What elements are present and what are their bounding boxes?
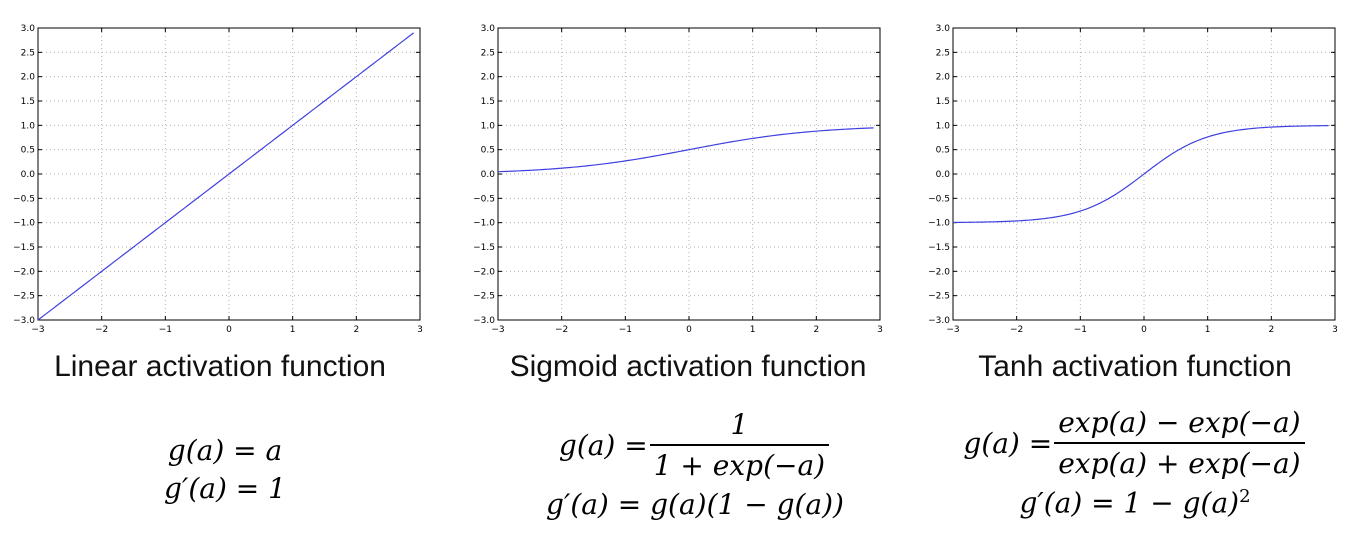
- x-tick-label: −2: [95, 325, 108, 335]
- tanh-g-prime-exponent: 2: [1239, 486, 1251, 507]
- x-tick-label: 3: [417, 325, 423, 335]
- x-tick-label: 1: [1205, 325, 1211, 335]
- linear-series-line: [37, 32, 414, 321]
- y-tick-label: 0.5: [21, 146, 35, 156]
- tanh-chart-svg: −3 −2 −1 0 1 2 3 3.0 2.5 2.0 1.5 1.0 0.5 0.0 −0.5 −1.0 −…: [928, 24, 1338, 335]
- sigmoid-denominator: 1 + exp(−a): [649, 444, 830, 482]
- y-tick-label: −2.5: [928, 292, 950, 302]
- tanh-g-prime: g′(a) = 1 − g(a)2: [945, 486, 1325, 519]
- linear-caption: Linear activation function: [54, 350, 386, 383]
- linear-chart-svg: −3 −2 −1 0 1 2 3 3.0 2.5 2.0 1.5 1.0 0.5 0.0 −0.5 −1.0 −…: [13, 24, 423, 335]
- y-tick-label: −2.5: [473, 292, 495, 302]
- y-tick-label: −1.0: [473, 219, 495, 229]
- x-tick-label: 1: [750, 325, 756, 335]
- y-tick-label: 3.0: [936, 24, 951, 34]
- x-tick-label: −1: [159, 325, 172, 335]
- y-tick-label: 0.0: [481, 170, 496, 180]
- x-tick-label: 1: [290, 325, 296, 335]
- y-tick-label: −1.0: [13, 219, 35, 229]
- sigmoid-fraction: 1 1 + exp(−a): [649, 408, 830, 482]
- x-tick-label: 3: [1332, 325, 1338, 335]
- linear-g-prime: g′(a) = 1: [164, 472, 286, 505]
- tanh-caption: Tanh activation function: [978, 350, 1292, 383]
- x-tick-label: 2: [353, 325, 359, 335]
- tanh-fraction: exp(a) − exp(−a) exp(a) + exp(−a): [1054, 406, 1305, 480]
- sigmoid-g: g(a) = 1 1 + exp(−a): [500, 408, 890, 482]
- x-tick-label: 0: [686, 325, 692, 335]
- tanh-g-prime-base: g′(a) = 1 − g(a): [1019, 486, 1240, 520]
- sigmoid-numerator: 1: [730, 408, 749, 441]
- x-tick-label: −3: [946, 325, 959, 335]
- y-tick-label: 0.5: [936, 146, 950, 156]
- y-tick-label: −0.5: [473, 194, 495, 204]
- y-tick-label: −1.5: [928, 243, 950, 253]
- x-tick-label: 2: [1268, 325, 1274, 335]
- y-tick-label: 0.0: [936, 170, 951, 180]
- x-tick-label: −1: [619, 325, 632, 335]
- y-tick-label: −2.5: [13, 292, 35, 302]
- linear-formula: g(a) = a g′(a) = 1: [100, 432, 350, 508]
- sigmoid-g-prime: g′(a) = g(a)(1 − g(a)): [546, 488, 844, 521]
- y-tick-label: −0.5: [13, 194, 35, 204]
- x-tick-label: −3: [31, 325, 44, 335]
- y-tick-label: −1.5: [473, 243, 495, 253]
- tanh-formula: g(a) = exp(a) − exp(−a) exp(a) + exp(−a)…: [945, 406, 1325, 519]
- y-tick-label: 2.5: [936, 48, 950, 58]
- y-tick-label: 0.0: [21, 170, 36, 180]
- y-tick-label: 1.5: [481, 97, 495, 107]
- y-tick-label: 2.5: [481, 48, 495, 58]
- sigmoid-chart-svg: −3 −2 −1 0 1 2 3 3.0 2.5 2.0 1.5 1.0 0.5 0.0 −0.5 −1.0 −…: [473, 24, 883, 335]
- y-tick-label: −3.0: [13, 316, 35, 326]
- y-tick-label: 2.0: [936, 73, 951, 83]
- y-tick-label: −1.5: [13, 243, 35, 253]
- y-tick-label: −3.0: [473, 316, 495, 326]
- x-tick-label: −2: [555, 325, 568, 335]
- linear-chart: −3 −2 −1 0 1 2 3 3.0 2.5 2.0 1.5 1.0 0.5 0.0 −0.5 −1.0 −…: [0, 18, 440, 338]
- x-tick-label: 3: [877, 325, 883, 335]
- x-tick-label: 0: [1141, 325, 1147, 335]
- y-tick-label: 3.0: [21, 24, 36, 34]
- y-tick-label: −2.0: [473, 267, 495, 277]
- x-tick-label: 0: [226, 325, 232, 335]
- y-tick-label: 2.5: [21, 48, 35, 58]
- sigmoid-formula: g(a) = 1 1 + exp(−a) g′(a) = g(a)(1 − g(…: [500, 408, 890, 521]
- tanh-g: g(a) = exp(a) − exp(−a) exp(a) + exp(−a): [945, 406, 1325, 480]
- y-tick-label: 1.5: [936, 97, 950, 107]
- x-tick-label: 2: [813, 325, 819, 335]
- y-tick-label: 2.0: [481, 73, 496, 83]
- tanh-denominator: exp(a) + exp(−a): [1054, 442, 1305, 480]
- y-tick-label: −2.0: [928, 267, 950, 277]
- y-tick-label: −1.0: [928, 219, 950, 229]
- x-tick-label: −3: [491, 325, 504, 335]
- sigmoid-series-line: [497, 127, 874, 173]
- x-tick-label: −1: [1074, 325, 1087, 335]
- sigmoid-chart: −3 −2 −1 0 1 2 3 3.0 2.5 2.0 1.5 1.0 0.5 0.0 −0.5 −1.0 −…: [460, 18, 900, 338]
- y-tick-label: 3.0: [481, 24, 496, 34]
- y-tick-label: −0.5: [928, 194, 950, 204]
- linear-g: g(a) = a: [167, 434, 283, 467]
- tanh-chart: −3 −2 −1 0 1 2 3 3.0 2.5 2.0 1.5 1.0 0.5 0.0 −0.5 −1.0 −…: [915, 18, 1355, 338]
- y-tick-label: 1.5: [21, 97, 35, 107]
- y-tick-label: −3.0: [928, 316, 950, 326]
- x-tick-label: −2: [1010, 325, 1023, 335]
- sigmoid-lhs: g(a) =: [558, 428, 648, 462]
- y-tick-label: 1.0: [936, 121, 951, 131]
- tanh-series-line: [952, 125, 1329, 224]
- sigmoid-caption: Sigmoid activation function: [509, 350, 867, 383]
- y-tick-label: 1.0: [21, 121, 36, 131]
- y-tick-label: 0.5: [481, 146, 495, 156]
- y-tick-label: 2.0: [21, 73, 36, 83]
- tanh-numerator: exp(a) − exp(−a): [1058, 406, 1301, 439]
- tanh-lhs: g(a) =: [963, 426, 1053, 460]
- y-tick-label: 1.0: [481, 121, 496, 131]
- y-tick-label: −2.0: [13, 267, 35, 277]
